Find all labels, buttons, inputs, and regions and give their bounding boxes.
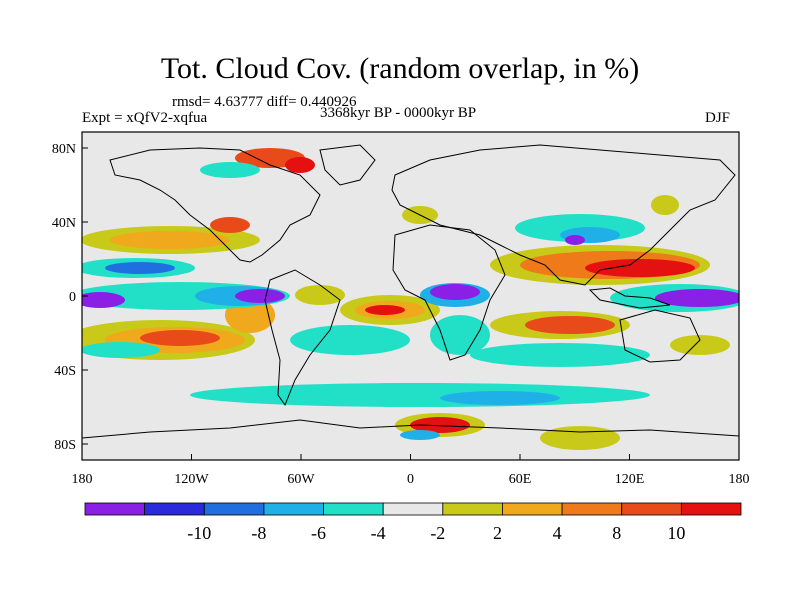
anomaly-region xyxy=(540,426,620,450)
season-label: DJF xyxy=(705,110,731,126)
lat-tick-label: 80S xyxy=(54,438,76,453)
colorbar-swatch xyxy=(442,502,503,516)
anomaly-region xyxy=(82,342,160,358)
colorbar-label: -4 xyxy=(371,523,386,543)
stats-line: rmsd= 4.63777 diff= 0.440926 xyxy=(172,94,357,110)
anomaly-region xyxy=(651,195,679,215)
colorbar-label: 4 xyxy=(553,523,562,543)
colorbar-swatch xyxy=(680,502,742,516)
lon-tick-label: 60W xyxy=(287,472,315,487)
period-label: 3368kyr BP - 0000kyr BP xyxy=(320,105,477,121)
colorbar-swatch xyxy=(621,502,682,516)
anomaly-region xyxy=(105,262,175,274)
colorbar: -10 -8 -6 -4 -2 2 4 8 10 xyxy=(84,502,742,543)
map-title: Tot. Cloud Cov. (random overlap, in %) xyxy=(160,52,640,85)
coastline-antarctica xyxy=(82,419,739,439)
anomaly-region xyxy=(190,383,650,407)
lon-tick-label: 180 xyxy=(729,472,750,487)
anomaly-region xyxy=(400,430,440,440)
anomaly-field xyxy=(82,148,739,450)
lat-tick-label: 80N xyxy=(52,142,76,157)
colorbar-label: -10 xyxy=(187,523,211,543)
colorbar-label: -8 xyxy=(251,523,266,543)
coastline-indonesia xyxy=(588,287,671,309)
coastline-eurasia xyxy=(391,144,736,286)
coastline-greenland xyxy=(319,144,376,186)
colorbar-swatch xyxy=(382,502,444,516)
coastline-africa xyxy=(392,224,506,361)
anomaly-region xyxy=(82,292,125,308)
colorbar-label: 8 xyxy=(612,523,621,543)
colorbar-swatch xyxy=(203,502,265,516)
anomaly-region xyxy=(670,335,730,355)
anomaly-region xyxy=(140,330,220,346)
anomaly-region xyxy=(440,391,560,405)
lon-tick-label: 180 xyxy=(72,472,93,487)
lon-tick-label: 0 xyxy=(407,472,414,487)
anomaly-region xyxy=(525,316,615,334)
colorbar-swatch xyxy=(561,502,623,516)
anomaly-region xyxy=(295,285,345,305)
colorbar-label: 10 xyxy=(667,523,685,543)
longitude-axis: 180 120W 60W 0 60E 120E 180 xyxy=(72,454,750,487)
experiment-label: Expt = xQfV2-xqfua xyxy=(82,110,208,126)
coastlines xyxy=(82,144,739,439)
anomaly-region xyxy=(200,162,260,178)
anomaly-region xyxy=(470,343,650,367)
coastline-south-america xyxy=(264,269,341,407)
anomaly-region xyxy=(235,289,285,303)
anomaly-region xyxy=(210,217,250,233)
lon-tick-label: 60E xyxy=(509,472,532,487)
anomaly-region xyxy=(430,284,480,300)
anomaly-region xyxy=(410,417,470,433)
lat-tick-label: 40N xyxy=(52,216,76,231)
colorbar-label: -2 xyxy=(430,523,445,543)
anomaly-region xyxy=(430,315,490,355)
colorbar-swatch xyxy=(323,502,384,516)
anomaly-region xyxy=(585,259,695,277)
colorbar-swatch xyxy=(263,502,324,516)
colorbar-label: -6 xyxy=(311,523,326,543)
anomaly-region xyxy=(365,305,405,315)
anomaly-region xyxy=(285,157,315,173)
anomaly-region xyxy=(290,325,410,355)
lon-tick-label: 120W xyxy=(174,472,209,487)
anomaly-region xyxy=(110,231,230,249)
lat-tick-label: 40S xyxy=(54,364,76,379)
latitude-axis: 80N 40N 0 40S 80S xyxy=(52,142,88,453)
coastline-australia xyxy=(619,309,701,363)
colorbar-swatch xyxy=(502,502,563,516)
anomaly-region xyxy=(655,289,739,307)
colorbar-label: 2 xyxy=(493,523,502,543)
lat-tick-label: 0 xyxy=(69,290,76,305)
anomaly-region xyxy=(565,235,585,245)
coastline-north-america xyxy=(109,147,321,263)
lon-tick-label: 120E xyxy=(615,472,645,487)
colorbar-swatch xyxy=(84,502,146,516)
colorbar-swatch xyxy=(144,502,205,516)
